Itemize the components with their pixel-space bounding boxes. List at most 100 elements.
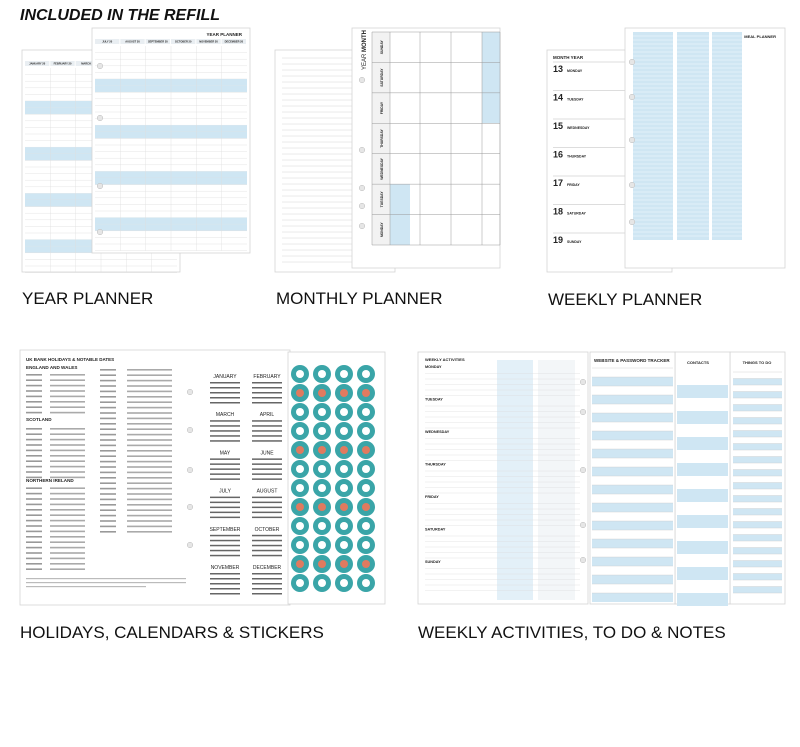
shade bbox=[25, 61, 50, 66]
sticker-icon bbox=[296, 427, 304, 435]
calendar-row bbox=[210, 468, 240, 470]
shade bbox=[592, 503, 673, 512]
text-line bbox=[50, 525, 85, 527]
text-line bbox=[100, 466, 116, 468]
calendar-row bbox=[252, 544, 282, 547]
punch-hole bbox=[96, 182, 104, 190]
sticker-icon bbox=[318, 370, 326, 378]
weekday: WEDNESDAY bbox=[425, 430, 450, 434]
sticker-icon bbox=[296, 408, 304, 416]
month-name: MARCH bbox=[216, 412, 235, 418]
text-line bbox=[100, 379, 116, 382]
sticker-icon bbox=[296, 484, 304, 492]
calendar-row bbox=[210, 544, 240, 547]
weekday: TUESDAY bbox=[380, 191, 384, 208]
punch-hole bbox=[186, 541, 194, 549]
sticker-icon bbox=[340, 503, 348, 511]
calendar-row bbox=[210, 473, 240, 475]
weekday: THURSDAY bbox=[380, 129, 384, 148]
sticker-icon bbox=[362, 503, 370, 511]
text-line bbox=[100, 498, 116, 501]
text-line bbox=[26, 503, 42, 506]
punch-hole bbox=[358, 222, 366, 230]
text-line bbox=[100, 482, 116, 484]
sticker-icon bbox=[362, 427, 370, 435]
text-line bbox=[50, 541, 85, 543]
text-line bbox=[100, 423, 116, 425]
text-line bbox=[127, 482, 172, 484]
calendar-row bbox=[210, 539, 240, 542]
text-line bbox=[127, 428, 172, 430]
shade bbox=[677, 567, 728, 580]
text-line bbox=[100, 396, 116, 398]
text-line bbox=[127, 406, 172, 409]
month-header: JULY 20 bbox=[102, 40, 113, 44]
text-line bbox=[50, 411, 85, 414]
shade bbox=[733, 534, 782, 541]
text-line bbox=[127, 396, 172, 398]
text-line bbox=[127, 509, 172, 511]
shade bbox=[592, 395, 673, 404]
text-line bbox=[50, 465, 85, 468]
text-line bbox=[100, 531, 116, 533]
calendar-row bbox=[210, 573, 240, 575]
sticker-icon bbox=[318, 446, 326, 454]
calendar-row bbox=[252, 583, 282, 585]
text-line bbox=[26, 563, 42, 565]
text-line bbox=[127, 455, 172, 457]
shade bbox=[372, 32, 390, 245]
shade bbox=[677, 463, 728, 476]
weekday: TUESDAY bbox=[425, 398, 443, 402]
sticker-icon bbox=[362, 389, 370, 397]
punch-hole bbox=[579, 556, 587, 564]
caption: MONTHLY PLANNER bbox=[276, 289, 443, 308]
text-line bbox=[26, 444, 42, 446]
month-name: FEBRUARY bbox=[253, 374, 281, 380]
weekday: SATURDAY bbox=[567, 212, 587, 216]
month-name: MAY bbox=[220, 450, 231, 456]
calendar-row bbox=[210, 593, 240, 595]
activity-column bbox=[497, 360, 533, 600]
shade bbox=[592, 593, 673, 602]
month-name: SEPTEMBER bbox=[210, 527, 241, 533]
text-line bbox=[26, 498, 42, 500]
text-line bbox=[50, 433, 85, 435]
page-title: MONTH YEAR bbox=[553, 55, 584, 60]
text-line bbox=[127, 514, 172, 517]
text-line bbox=[26, 384, 42, 387]
calendar-row bbox=[210, 382, 240, 384]
punch-hole bbox=[96, 62, 104, 70]
text-line bbox=[100, 509, 116, 511]
weekday: WEDNESDAY bbox=[567, 126, 590, 130]
calendar-row bbox=[210, 430, 240, 432]
text-line bbox=[50, 509, 85, 511]
shade bbox=[733, 430, 782, 437]
text-line bbox=[100, 385, 116, 387]
month-name: JULY bbox=[219, 489, 232, 495]
month-header: NOVEMBER 20 bbox=[199, 40, 218, 44]
calendar-row bbox=[252, 554, 282, 557]
shade bbox=[733, 573, 782, 580]
text-line bbox=[50, 438, 85, 441]
sticker-icon bbox=[296, 522, 304, 530]
text-line bbox=[100, 525, 116, 528]
sticker-icon bbox=[296, 465, 304, 473]
sticker-icon bbox=[362, 484, 370, 492]
shade bbox=[221, 39, 246, 44]
calendar-row bbox=[210, 549, 240, 552]
calendar-row bbox=[210, 588, 240, 590]
text-line bbox=[26, 433, 42, 435]
calendar-row bbox=[210, 501, 240, 504]
text-line bbox=[50, 374, 85, 376]
calendar-row bbox=[252, 382, 282, 384]
date: 15 bbox=[553, 121, 563, 131]
text-line bbox=[26, 390, 42, 392]
punch-hole bbox=[579, 408, 587, 416]
caption: YEAR PLANNER bbox=[22, 289, 153, 308]
calendar-row bbox=[210, 478, 240, 480]
text-line bbox=[26, 514, 42, 516]
shade bbox=[733, 404, 782, 411]
sticker-icon bbox=[318, 579, 326, 587]
text-line bbox=[50, 406, 85, 408]
text-line bbox=[26, 536, 42, 538]
